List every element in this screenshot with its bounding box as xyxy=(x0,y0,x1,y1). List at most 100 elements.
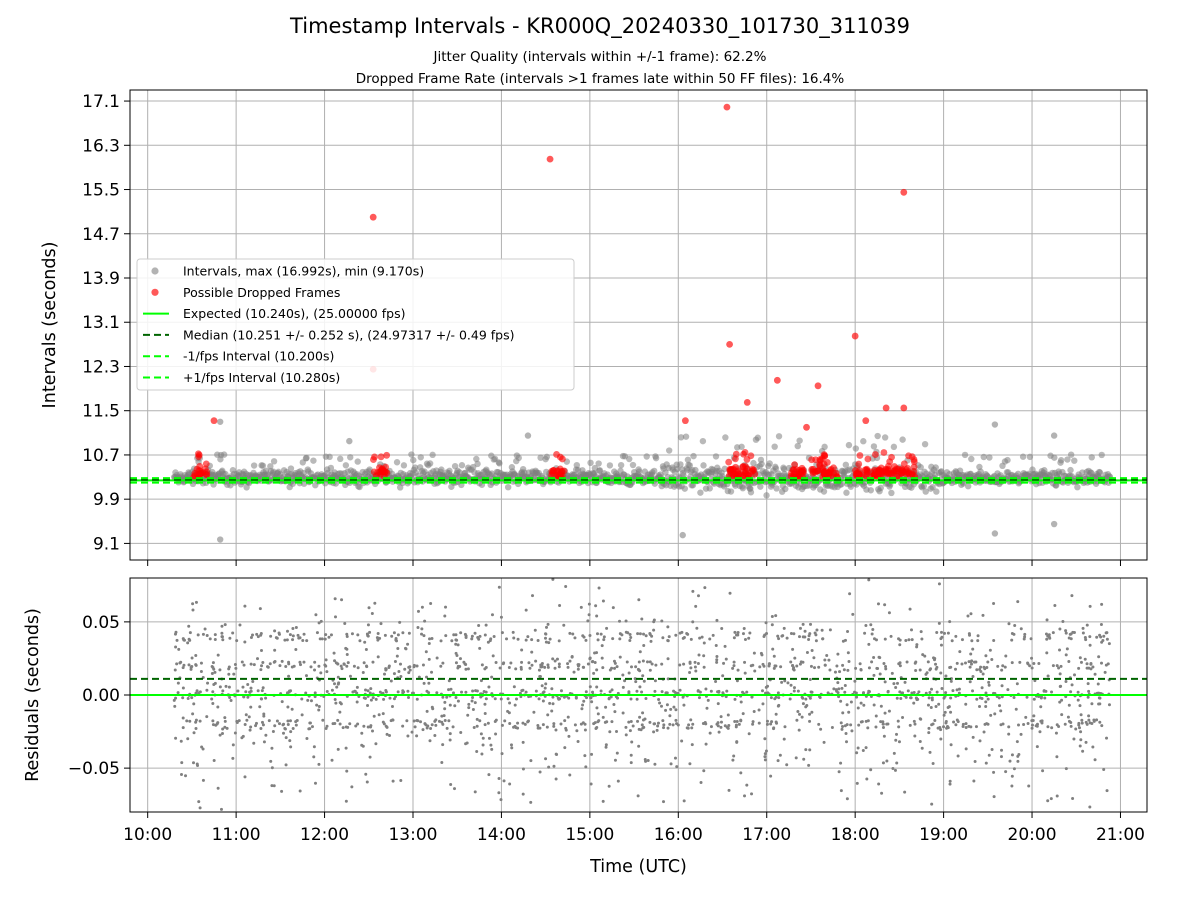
residual-point xyxy=(491,654,495,658)
residual-point xyxy=(976,639,980,643)
residual-point xyxy=(381,691,385,695)
residual-point xyxy=(291,726,295,730)
residual-point xyxy=(403,646,407,650)
residual-point xyxy=(394,636,398,640)
residual-point xyxy=(760,689,764,693)
interval-point xyxy=(629,461,637,469)
residual-point xyxy=(984,761,988,765)
xtick-label-11: 21:00 xyxy=(1096,825,1145,845)
residual-point xyxy=(733,697,737,701)
residual-point xyxy=(506,697,510,701)
residual-point xyxy=(783,679,787,683)
residual-point xyxy=(914,696,918,700)
residual-point xyxy=(298,789,302,793)
legend: Intervals, max (16.992s), min (9.170s)Po… xyxy=(136,258,575,391)
residual-point xyxy=(235,639,239,643)
interval-point xyxy=(968,455,975,463)
residual-point xyxy=(231,756,235,760)
residual-point xyxy=(821,637,825,641)
residual-point xyxy=(623,679,627,683)
residual-point xyxy=(356,633,360,637)
residual-point xyxy=(792,686,796,690)
residual-point xyxy=(502,661,506,665)
residual-point xyxy=(401,724,405,728)
residual-point xyxy=(949,710,953,714)
residual-point xyxy=(490,613,494,617)
residual-point xyxy=(590,700,594,704)
residual-point xyxy=(396,690,400,694)
residual-point xyxy=(920,746,924,750)
residual-point xyxy=(581,665,585,669)
residual-point xyxy=(708,731,712,735)
residual-point xyxy=(364,648,368,652)
residual-point xyxy=(484,623,488,627)
interval-point xyxy=(496,460,503,467)
residual-point xyxy=(1080,721,1084,725)
residual-point xyxy=(480,663,484,667)
residual-point xyxy=(475,724,479,728)
residual-point xyxy=(1048,636,1052,640)
residual-point xyxy=(521,767,525,771)
interval-point xyxy=(980,453,987,461)
residual-point xyxy=(849,723,853,727)
dropped-point xyxy=(795,473,803,480)
residual-point xyxy=(693,665,697,669)
legend-label-5: +1/fps Interval (10.280s) xyxy=(183,370,340,385)
residual-point xyxy=(898,643,902,647)
interval-point xyxy=(354,458,361,465)
residual-point xyxy=(345,632,349,636)
residual-point xyxy=(666,625,670,629)
residual-point xyxy=(467,702,471,706)
interval-point xyxy=(842,461,850,469)
residual-point xyxy=(288,719,292,723)
residual-point xyxy=(440,720,444,724)
residual-point xyxy=(412,663,416,667)
residual-point xyxy=(456,643,460,647)
residual-point xyxy=(521,740,525,744)
residual-point xyxy=(763,737,767,741)
residual-point xyxy=(728,591,732,595)
residual-point xyxy=(530,663,534,667)
residual-point xyxy=(509,661,513,665)
dropped-point xyxy=(750,466,758,474)
residual-point xyxy=(659,704,663,708)
residual-point xyxy=(520,660,524,664)
residual-point xyxy=(745,783,749,787)
residual-point xyxy=(330,758,334,762)
residual-point xyxy=(563,746,567,750)
residual-point xyxy=(930,802,934,806)
residual-point xyxy=(407,696,411,700)
residual-point xyxy=(607,784,611,788)
residual-point xyxy=(903,680,907,684)
residual-point xyxy=(582,699,586,703)
residual-point xyxy=(1045,651,1049,655)
residual-point xyxy=(763,633,767,637)
residual-point xyxy=(1058,648,1062,652)
residual-point xyxy=(470,637,474,641)
residual-point xyxy=(1079,730,1083,734)
residual-point xyxy=(508,782,512,786)
residual-point xyxy=(255,632,259,636)
residual-point xyxy=(530,638,534,642)
residual-point xyxy=(808,748,812,752)
residual-point xyxy=(989,713,993,717)
residual-point xyxy=(454,661,458,665)
residual-point xyxy=(912,701,916,705)
residual-point xyxy=(401,631,405,635)
residual-point xyxy=(237,719,241,723)
interval-point xyxy=(852,445,860,452)
dropped-point-outlier-7 xyxy=(743,399,751,406)
residual-point xyxy=(435,656,439,660)
residual-point xyxy=(954,723,958,727)
residual-point xyxy=(277,631,281,635)
residual-point xyxy=(885,759,889,763)
residual-point xyxy=(1012,695,1016,699)
interval-point xyxy=(766,460,773,467)
residual-point xyxy=(635,697,639,701)
residual-point xyxy=(513,703,517,707)
residual-point xyxy=(259,648,263,652)
residual-point xyxy=(596,712,600,716)
residual-point xyxy=(374,697,378,701)
residual-point xyxy=(628,632,632,636)
residual-point xyxy=(427,657,431,661)
